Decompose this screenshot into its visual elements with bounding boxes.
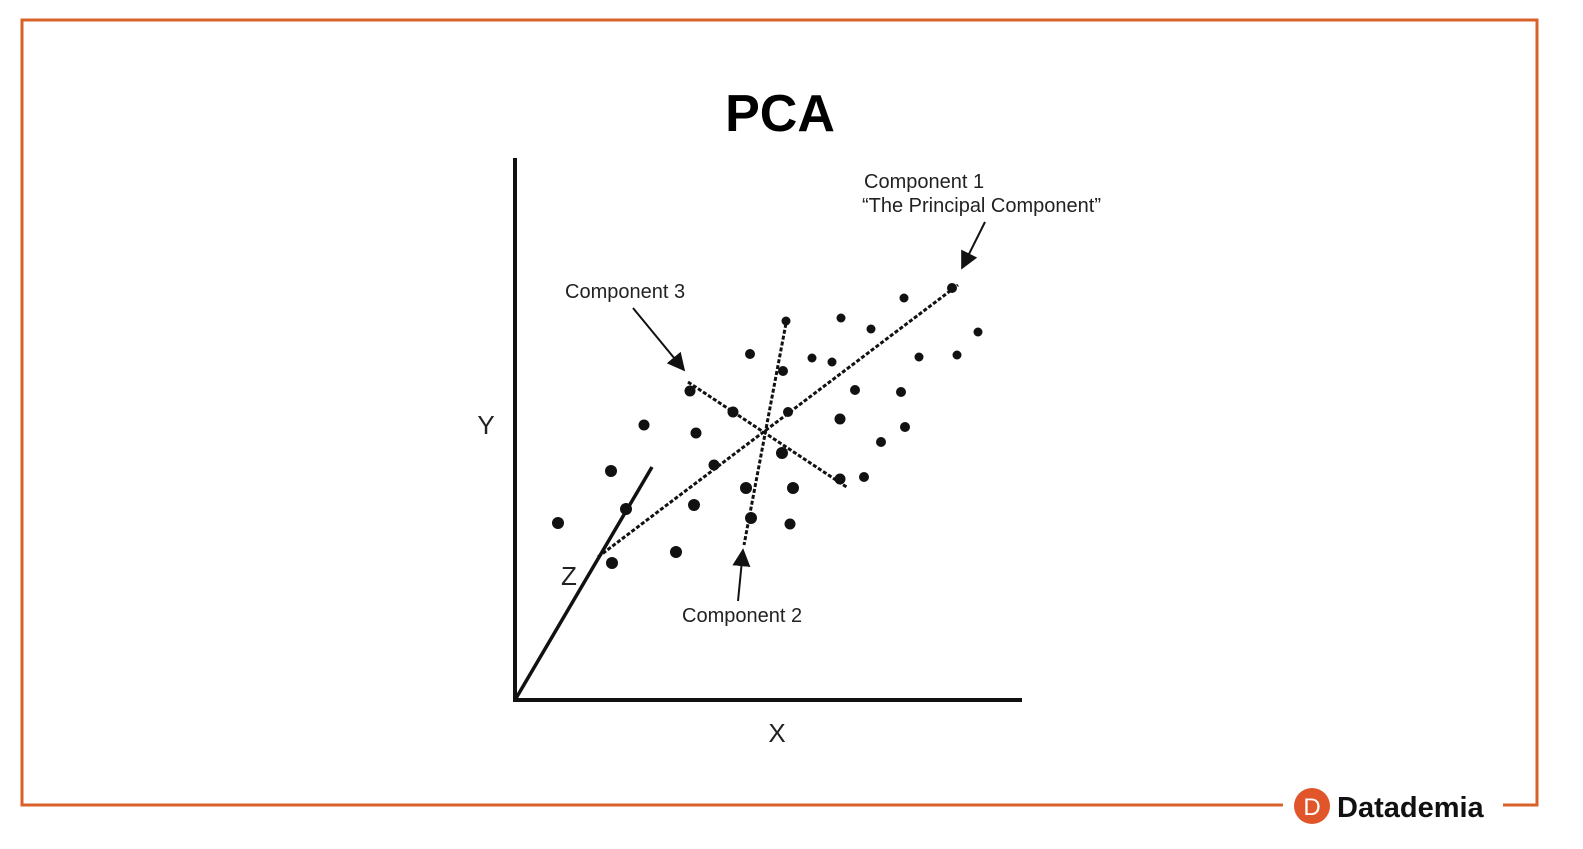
z-axis-label: Z [561,561,577,591]
component-3-label: Component 3 [565,281,685,303]
arrow [632,307,686,372]
title: PCA [725,85,835,143]
component-3-line [687,380,849,490]
logo-letter: D [1303,794,1320,821]
component-2-line [742,317,789,546]
brand: D Datademia [1294,788,1485,824]
component-1-note: “The Principal Component” [862,195,1101,217]
arrows [632,221,986,602]
components [597,283,959,559]
logo [1294,788,1330,824]
x-axis-label: X [768,718,785,748]
component-1-label: Component 1 [864,171,984,193]
frame [20,18,1539,807]
y-axis-label: Y [477,410,494,440]
arrow [961,221,986,270]
points [552,283,983,569]
component-2-label: Component 2 [682,605,802,627]
arrow [732,548,751,602]
brand-name: Datademia [1337,792,1485,824]
z-axis [513,466,654,701]
component-1-line [597,283,959,559]
